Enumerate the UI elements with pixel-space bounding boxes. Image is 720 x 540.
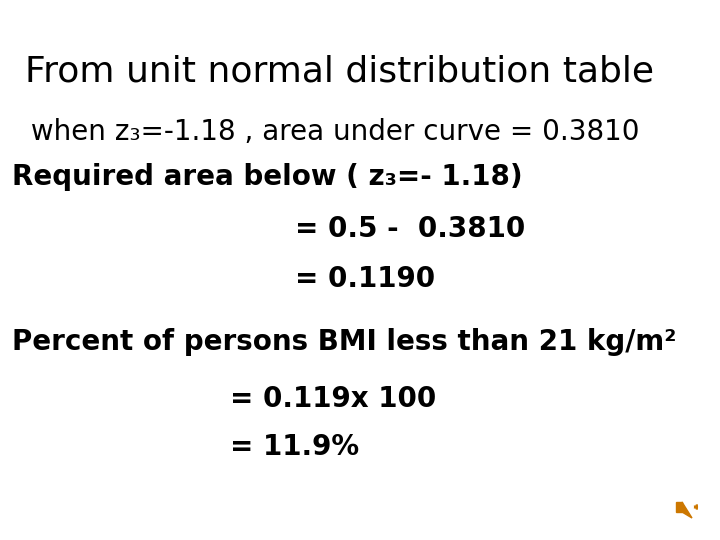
Polygon shape (682, 502, 692, 518)
Text: Percent of persons BMI less than 21 kg/m²: Percent of persons BMI less than 21 kg/m… (12, 328, 676, 356)
FancyBboxPatch shape (676, 502, 682, 512)
Text: From unit normal distribution table: From unit normal distribution table (25, 55, 654, 89)
Text: Required area below ( z₃=- 1.18): Required area below ( z₃=- 1.18) (12, 163, 523, 191)
Text: = 0.119x 100: = 0.119x 100 (230, 385, 436, 413)
Text: = 0.5 -  0.3810: = 0.5 - 0.3810 (295, 215, 526, 243)
Text: = 0.1190: = 0.1190 (295, 265, 435, 293)
Text: = 11.9%: = 11.9% (230, 433, 359, 461)
Text: when z₃=-1.18 , area under curve = 0.3810: when z₃=-1.18 , area under curve = 0.381… (22, 118, 639, 146)
